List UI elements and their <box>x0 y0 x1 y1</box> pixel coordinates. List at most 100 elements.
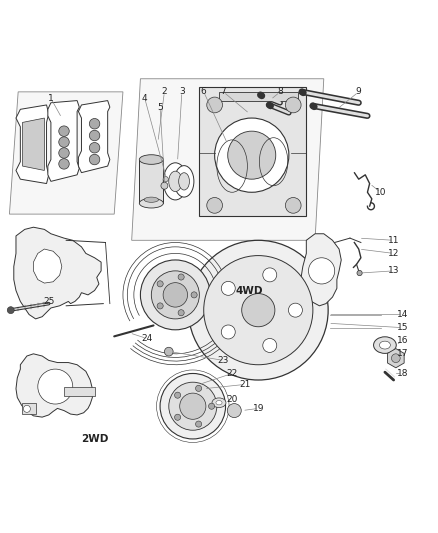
Circle shape <box>59 159 69 169</box>
Circle shape <box>392 354 400 362</box>
Circle shape <box>59 137 69 147</box>
Circle shape <box>169 382 217 430</box>
Text: 8: 8 <box>277 87 283 96</box>
Circle shape <box>161 182 168 189</box>
Text: 4WD: 4WD <box>236 286 263 295</box>
Text: 3: 3 <box>179 87 185 96</box>
Circle shape <box>89 142 100 153</box>
Circle shape <box>89 118 100 129</box>
Circle shape <box>178 274 184 280</box>
Text: 9: 9 <box>356 87 362 96</box>
Text: 18: 18 <box>397 369 408 378</box>
Circle shape <box>180 393 206 419</box>
Polygon shape <box>78 101 110 173</box>
Text: 7: 7 <box>220 87 226 96</box>
Circle shape <box>163 176 168 182</box>
Circle shape <box>228 131 276 179</box>
Text: 21: 21 <box>240 380 251 389</box>
Text: 20: 20 <box>226 395 238 404</box>
FancyBboxPatch shape <box>219 92 297 101</box>
Text: 15: 15 <box>397 323 408 332</box>
Circle shape <box>160 374 226 439</box>
Polygon shape <box>33 249 62 283</box>
Text: 17: 17 <box>397 349 408 358</box>
Text: 19: 19 <box>253 404 264 413</box>
Ellipse shape <box>216 400 222 405</box>
Circle shape <box>188 240 328 380</box>
FancyBboxPatch shape <box>64 387 95 396</box>
Circle shape <box>263 268 277 282</box>
Circle shape <box>164 348 173 356</box>
Circle shape <box>151 271 199 319</box>
Ellipse shape <box>144 197 159 203</box>
Text: 25: 25 <box>43 297 54 306</box>
Circle shape <box>141 260 210 330</box>
Circle shape <box>208 403 215 409</box>
Circle shape <box>157 281 163 287</box>
Circle shape <box>357 270 362 276</box>
Text: 22: 22 <box>226 369 238 378</box>
Circle shape <box>204 256 313 365</box>
Text: 14: 14 <box>397 310 408 319</box>
FancyBboxPatch shape <box>21 403 35 414</box>
Circle shape <box>178 310 184 316</box>
Ellipse shape <box>212 398 226 408</box>
Polygon shape <box>22 118 44 171</box>
Polygon shape <box>388 349 404 368</box>
Circle shape <box>207 198 223 213</box>
Circle shape <box>59 148 69 158</box>
Ellipse shape <box>374 337 396 353</box>
Text: 5: 5 <box>157 103 163 111</box>
Polygon shape <box>48 101 79 181</box>
Ellipse shape <box>379 341 390 349</box>
Circle shape <box>288 303 302 317</box>
Polygon shape <box>132 79 324 240</box>
Text: 23: 23 <box>218 356 229 365</box>
Text: 2: 2 <box>162 87 167 96</box>
Text: 13: 13 <box>388 266 399 276</box>
Circle shape <box>175 392 180 398</box>
Polygon shape <box>10 92 123 214</box>
Ellipse shape <box>179 173 190 190</box>
Text: 24: 24 <box>141 334 152 343</box>
Circle shape <box>286 198 301 213</box>
Circle shape <box>59 126 69 136</box>
Ellipse shape <box>139 198 163 208</box>
Text: 10: 10 <box>375 188 386 197</box>
Polygon shape <box>301 234 341 306</box>
Circle shape <box>215 118 289 192</box>
Circle shape <box>157 303 163 309</box>
Circle shape <box>221 281 235 295</box>
Polygon shape <box>199 87 306 216</box>
Polygon shape <box>16 354 92 417</box>
Circle shape <box>89 130 100 141</box>
Circle shape <box>7 306 14 313</box>
Circle shape <box>163 282 187 307</box>
Ellipse shape <box>139 155 163 164</box>
Circle shape <box>221 325 235 339</box>
Text: 16: 16 <box>397 336 408 345</box>
Text: 4: 4 <box>142 94 148 103</box>
Text: 6: 6 <box>201 87 207 96</box>
Circle shape <box>207 97 223 113</box>
Circle shape <box>38 369 73 404</box>
Text: 1: 1 <box>48 94 54 103</box>
Ellipse shape <box>169 171 182 191</box>
Ellipse shape <box>163 163 187 200</box>
Polygon shape <box>16 105 49 183</box>
Ellipse shape <box>174 166 194 197</box>
Circle shape <box>23 405 30 413</box>
Text: 12: 12 <box>388 249 399 258</box>
Circle shape <box>308 258 335 284</box>
Circle shape <box>195 421 201 427</box>
Circle shape <box>286 97 301 113</box>
Circle shape <box>191 292 197 298</box>
Circle shape <box>242 294 275 327</box>
Circle shape <box>227 403 241 417</box>
Circle shape <box>89 154 100 165</box>
Text: 11: 11 <box>388 236 399 245</box>
Circle shape <box>195 385 201 391</box>
FancyBboxPatch shape <box>139 159 163 203</box>
Polygon shape <box>14 227 101 319</box>
Circle shape <box>263 338 277 352</box>
